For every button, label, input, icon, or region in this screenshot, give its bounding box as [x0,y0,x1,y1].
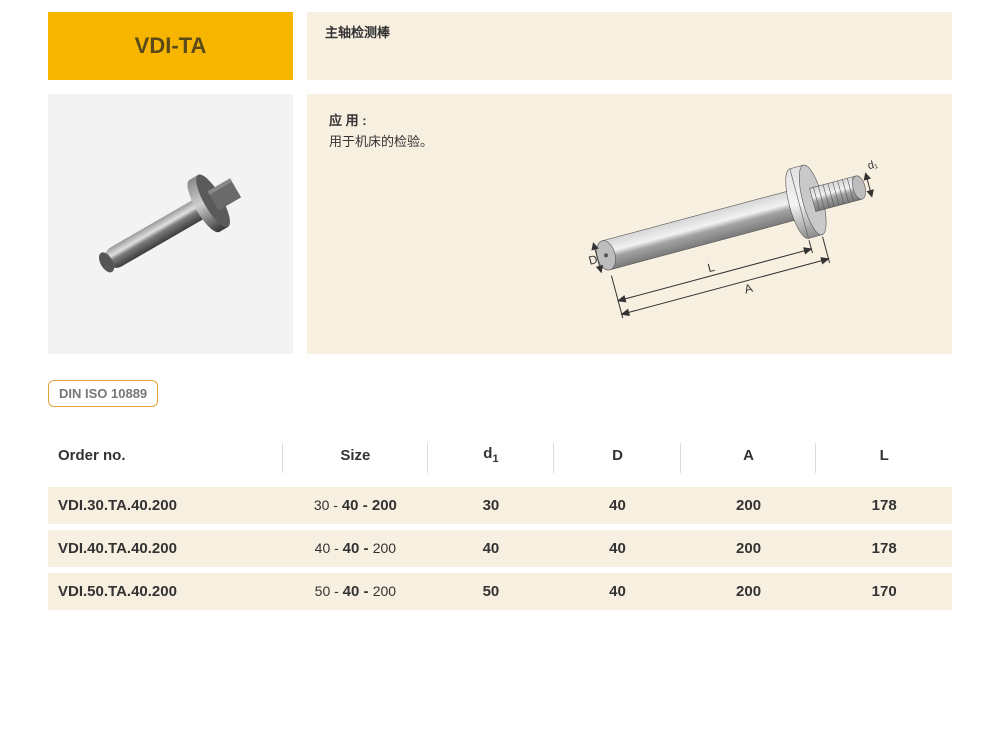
cell-size: 30 - 40 - 200 [283,487,428,524]
cell-order: VDI.40.TA.40.200 [48,530,283,567]
cell-D: 40 [554,573,681,610]
standard-badge: DIN ISO 10889 [48,380,158,407]
header-row: VDI-TA 主轴检测棒 [48,12,952,80]
image-row: 应 用 : 用于机床的检验。 [48,94,952,354]
cell-size: 50 - 40 - 200 [283,573,428,610]
table-row: VDI.40.TA.40.200 40 - 40 - 200 40 40 200… [48,530,952,567]
cell-L: 170 [816,573,952,610]
cell-L: 178 [816,487,952,524]
cell-order: VDI.30.TA.40.200 [48,487,283,524]
dim-d1-label: d₁ [866,158,879,172]
product-name-cn: 主轴检测棒 [325,25,390,40]
col-size: Size [283,435,428,481]
table-row: VDI.50.TA.40.200 50 - 40 - 200 50 40 200… [48,573,952,610]
model-badge: VDI-TA [48,12,293,80]
dim-L-label: L [706,260,716,275]
model-text: VDI-TA [135,33,207,59]
cell-A: 200 [681,530,817,567]
col-order: Order no. [48,435,283,481]
cell-d1: 30 [428,487,555,524]
product-photo [48,94,293,354]
cell-L: 178 [816,530,952,567]
spec-table: Order no. Size d1 D A L VDI.30.TA.40.200… [48,429,952,616]
cell-A: 200 [681,487,817,524]
photo-svg [48,101,294,347]
table-header: Order no. Size d1 D A L [48,435,952,481]
col-A: A [681,435,817,481]
cell-A: 200 [681,573,817,610]
col-L: L [816,435,952,481]
cell-size: 40 - 40 - 200 [283,530,428,567]
table-body: VDI.30.TA.40.200 30 - 40 - 200 30 40 200… [48,487,952,610]
tech-diagram: D L A d₁ [552,112,932,332]
diagram-panel: 应 用 : 用于机床的检验。 [307,94,952,354]
product-name-box: 主轴检测棒 [307,12,952,80]
dim-A-label: A [743,281,754,297]
cell-d1: 40 [428,530,555,567]
table-row: VDI.30.TA.40.200 30 - 40 - 200 30 40 200… [48,487,952,524]
cell-d1: 50 [428,573,555,610]
col-D: D [554,435,681,481]
cell-D: 40 [554,487,681,524]
cell-D: 40 [554,530,681,567]
col-d1: d1 [428,435,555,481]
cell-order: VDI.50.TA.40.200 [48,573,283,610]
standard-text: DIN ISO 10889 [59,386,147,401]
